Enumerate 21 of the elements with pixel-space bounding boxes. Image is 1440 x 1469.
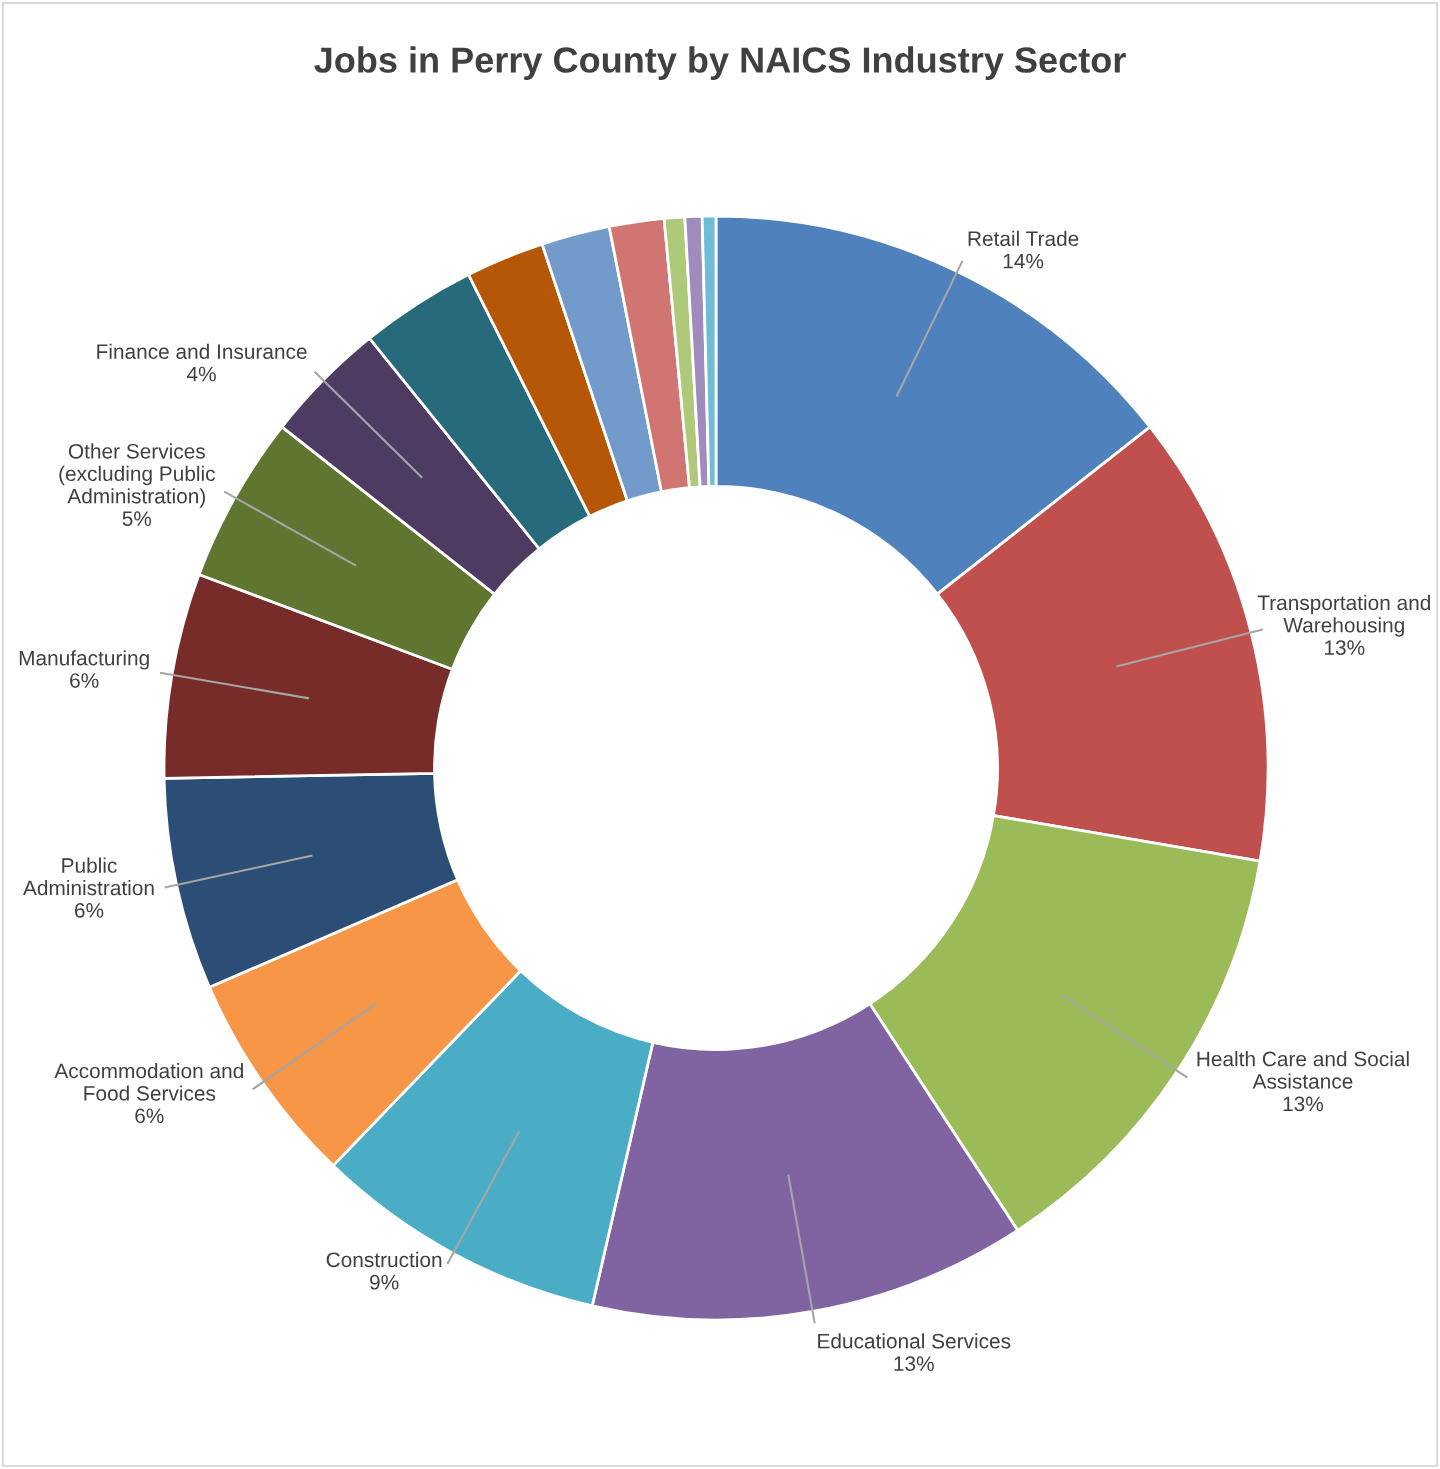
- slice-label: Health Care and Social Assistance: [1197, 1051, 1409, 1089]
- chart-title: Jobs in Perry County by NAICS Industry Sector: [314, 46, 1126, 80]
- slice-label: Finance and Insurance: [97, 343, 307, 359]
- slice-label: Accommodation and Food Services: [54, 1062, 243, 1101]
- data-label: 13%: [894, 1356, 934, 1371]
- data-label: 6%: [74, 902, 104, 918]
- data-label: 6%: [70, 673, 99, 688]
- slice-label: Public Administration: [23, 857, 154, 896]
- data-label: 9%: [370, 1274, 399, 1290]
- data-label: 4%: [186, 366, 216, 382]
- slice-label: Retail Trade: [968, 230, 1079, 247]
- data-label: 5%: [122, 511, 152, 526]
- data-label: 13%: [1325, 640, 1365, 656]
- slice-label: Other Services (excluding Public Administration): [59, 443, 216, 508]
- data-label: 14%: [1003, 253, 1044, 269]
- slice-label: Construction: [326, 1251, 442, 1268]
- slice-label: Transportation and Warehousing: [1257, 594, 1430, 637]
- slice-label: Manufacturing: [19, 650, 149, 670]
- data-label: 13%: [1283, 1096, 1324, 1112]
- data-label: 6%: [135, 1108, 164, 1124]
- slice-label: Educational Services: [818, 1333, 1011, 1349]
